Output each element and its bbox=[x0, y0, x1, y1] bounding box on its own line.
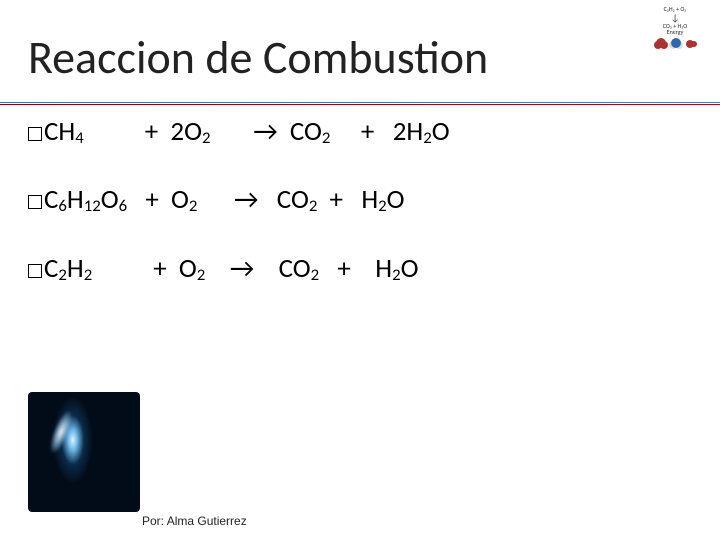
equation-row: CH4 + 2O2 → CO2 + 2H2O bbox=[28, 116, 692, 148]
eq-prod2: H bbox=[361, 183, 378, 216]
bullet-icon bbox=[28, 195, 42, 209]
eq-pad bbox=[197, 183, 234, 216]
eq-coeff: 2 bbox=[170, 115, 184, 148]
credit-line: Por: Alma Gutierrez bbox=[142, 514, 247, 528]
eq-sub: 2 bbox=[197, 265, 205, 285]
eq-tail: O bbox=[101, 183, 119, 216]
eq-pad bbox=[84, 115, 145, 148]
eq-sub: 2 bbox=[423, 128, 431, 148]
eq-prod1: CO bbox=[290, 115, 322, 148]
eq-oxidizer: O bbox=[171, 183, 189, 216]
eq-reactant: C bbox=[44, 252, 58, 285]
eq-pad bbox=[317, 183, 329, 216]
eq-coeff: 2 bbox=[393, 115, 407, 148]
equation-row: C2H2 + O2 → CO2 + H2O bbox=[28, 253, 692, 285]
molecule-icons bbox=[638, 38, 712, 50]
equations-block: CH4 + 2O2 → CO2 + 2H2O C6H12O6 + O2 → CO… bbox=[28, 116, 692, 285]
title-underline bbox=[0, 102, 720, 104]
credit-label: Por: bbox=[142, 514, 167, 528]
eq-sub: 2 bbox=[311, 265, 319, 285]
eq-prod2tail: O bbox=[432, 115, 450, 148]
eq-prod1: CO bbox=[277, 183, 309, 216]
equation-row: C6H12O6 + O2 → CO2 + H2O bbox=[28, 184, 692, 216]
eq-sub: 2 bbox=[392, 265, 400, 285]
eq-sub: 4 bbox=[75, 128, 83, 148]
slide: C₂H₂ + O₂ ↓ CO₂ + H₂O Energy Reaccion de… bbox=[0, 0, 720, 540]
eq-prod2: H bbox=[375, 252, 392, 285]
page-title: Reaccion de Combustion bbox=[28, 30, 692, 86]
eq-reactant: CH bbox=[44, 115, 75, 148]
eq-pad bbox=[319, 252, 337, 285]
eq-pad bbox=[330, 115, 361, 148]
eq-sub: 12 bbox=[84, 196, 101, 216]
eq-prod2tail: O bbox=[387, 183, 405, 216]
eq-sub: 2 bbox=[58, 265, 66, 285]
eq-reactant: C bbox=[44, 183, 58, 216]
eq-pad bbox=[205, 252, 229, 285]
eq-prod1: CO bbox=[279, 252, 311, 285]
eq-pad bbox=[92, 252, 153, 285]
eq-pad bbox=[210, 115, 253, 148]
bullet-icon bbox=[28, 127, 42, 141]
eq-prod2: H bbox=[406, 115, 423, 148]
eq-sub: 6 bbox=[119, 196, 127, 216]
corner-energy: Energy bbox=[638, 29, 712, 36]
eq-oxidizer: O bbox=[184, 115, 202, 148]
eq-mid: H bbox=[67, 183, 84, 216]
eq-sub: 6 bbox=[58, 196, 66, 216]
eq-sub: 2 bbox=[378, 196, 386, 216]
bullet-icon bbox=[28, 264, 42, 278]
eq-oxidizer: O bbox=[179, 252, 197, 285]
eq-mid: H bbox=[67, 252, 84, 285]
torch-flame-image bbox=[28, 392, 140, 512]
eq-prod2tail: O bbox=[401, 252, 419, 285]
credit-name: Alma Gutierrez bbox=[167, 514, 247, 528]
eq-pad bbox=[127, 183, 145, 216]
eq-sub: 2 bbox=[84, 265, 92, 285]
corner-reaction-thumbnail: C₂H₂ + O₂ ↓ CO₂ + H₂O Energy bbox=[638, 6, 712, 60]
